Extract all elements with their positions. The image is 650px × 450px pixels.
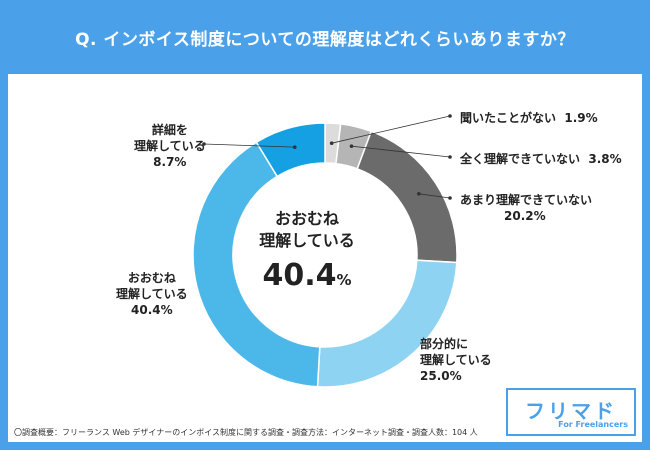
- label-not-at-all-name: 全く理解できていない: [460, 152, 581, 166]
- leader-line-detailed: [203, 143, 295, 148]
- chart-title: Q. インボイス制度についての理解度はどれくらいありますか？: [75, 29, 575, 50]
- leader-dot-never-heard-1: [448, 114, 452, 118]
- label-not-much: あまり理解できていない 20.2%: [460, 192, 592, 224]
- leader-dot-never-heard-0: [329, 141, 334, 145]
- leader-dot-detailed-0: [292, 145, 297, 149]
- label-never-heard: 聞いたことがない 1.9%: [460, 110, 598, 126]
- label-mostly-name-1: おおむね: [127, 271, 176, 285]
- label-partial-value: 25.0%: [420, 369, 462, 383]
- center-value-number: 40.4: [262, 258, 337, 293]
- center-value: 40.4%: [232, 256, 382, 300]
- label-mostly: おおむね理解している 40.4%: [116, 270, 188, 318]
- leader-line-not-at-all: [351, 145, 451, 158]
- label-not-at-all-value: 3.8%: [588, 152, 622, 166]
- label-detailed: 詳細を理解している 8.7%: [134, 122, 206, 170]
- logo-text: フリマド: [525, 399, 617, 423]
- center-label-line1: おおむね: [274, 209, 339, 228]
- label-detailed-name-1: 詳細を: [151, 123, 188, 137]
- survey-footnote: 〇調査概要：フリーランス Web デザイナーのインボイス制度に関する調査・調査方…: [14, 428, 478, 437]
- label-never-heard-value: 1.9%: [564, 111, 598, 125]
- label-partial: 部分的に理解している 25.0%: [420, 336, 492, 384]
- slice-detailed: [255, 122, 326, 178]
- label-partial-name-2: 理解している: [420, 353, 492, 367]
- leader-dot-detailed-1: [202, 142, 206, 146]
- label-never-heard-name: 聞いたことがない: [460, 111, 557, 125]
- label-not-much-name: あまり理解できていない: [460, 193, 593, 207]
- leader-dot-not-at-all-0: [349, 144, 354, 148]
- slice-mostly: [192, 141, 321, 388]
- label-detailed-name-2: 理解している: [134, 139, 206, 153]
- label-not-at-all: 全く理解できていない 3.8%: [460, 151, 622, 167]
- donut-chart: [192, 114, 458, 388]
- label-mostly-value: 40.4%: [131, 303, 173, 317]
- chart-panel: おおむね 理解している 40.4% 聞いたことがない 1.9% 全く理解できてい…: [8, 74, 642, 442]
- center-label: おおむね 理解している 40.4%: [232, 208, 382, 300]
- center-label-line2: 理解している: [259, 231, 355, 250]
- header-bar: Q. インボイス制度についての理解度はどれくらいありますか？: [0, 0, 650, 74]
- logo-subtext: For Freelancers: [558, 420, 628, 429]
- leader-dot-not-much-1: [448, 196, 452, 200]
- leader-line-never-heard: [331, 115, 451, 144]
- leader-dot-not-at-all-1: [448, 155, 452, 159]
- center-value-unit: %: [336, 271, 352, 289]
- brand-logo: フリマド For Freelancers: [506, 388, 636, 436]
- label-detailed-value: 8.7%: [153, 155, 187, 169]
- leader-line-not-much: [418, 193, 451, 199]
- leader-dot-not-much-0: [417, 192, 421, 196]
- label-mostly-name-2: 理解している: [116, 287, 188, 301]
- label-not-much-value: 20.2%: [504, 209, 546, 223]
- label-partial-name-1: 部分的に: [420, 337, 469, 351]
